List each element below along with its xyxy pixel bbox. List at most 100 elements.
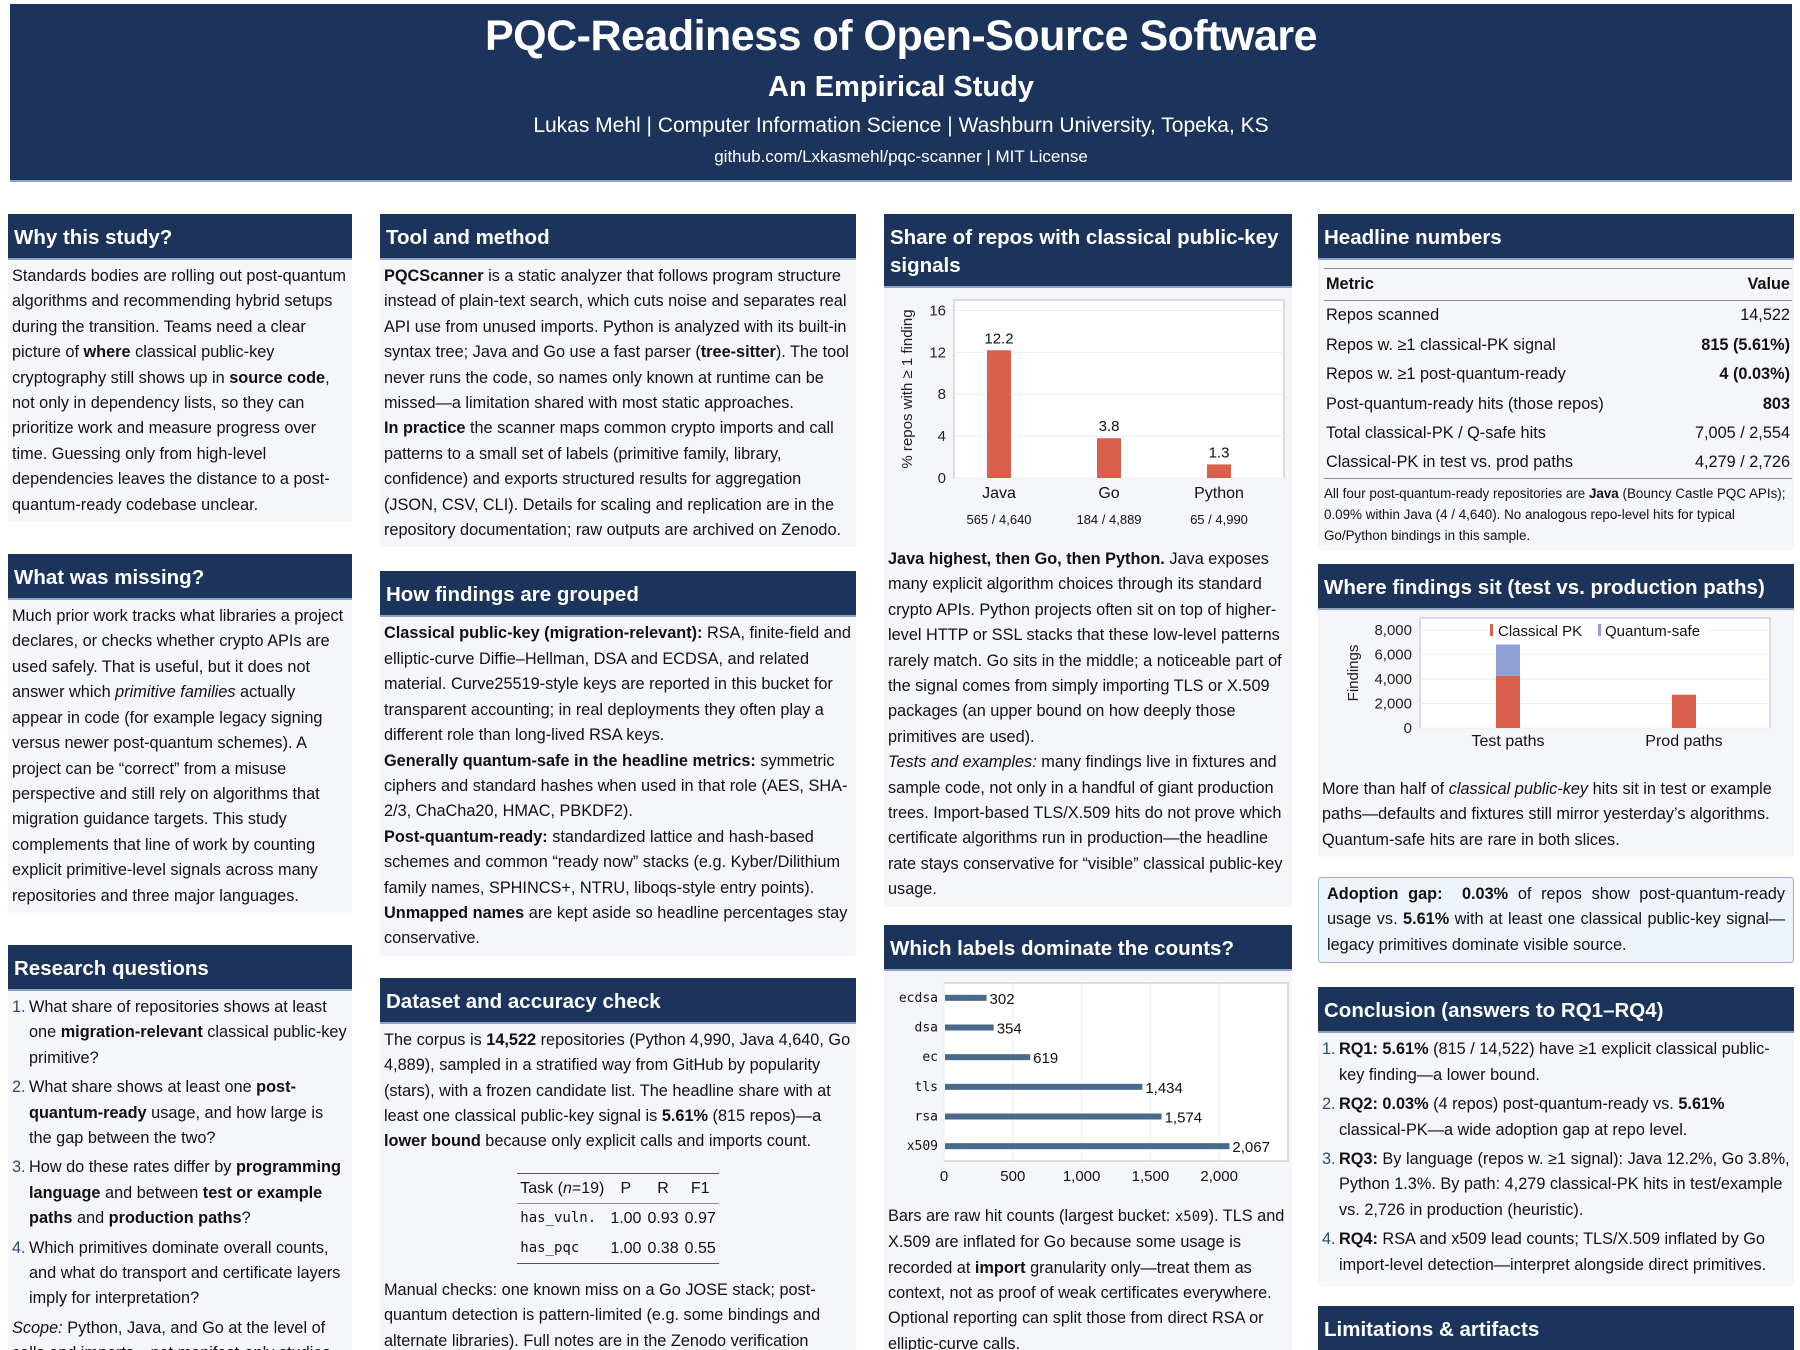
headline-note: All four post-quantum-ready repositories… [1324,485,1786,543]
svg-text:Prod paths: Prod paths [1645,733,1722,750]
rq-list: 1. What share of repositories shows at le… [12,995,348,1312]
table-row: Total classical-PK / Q-safe hits 7,005 / … [1326,424,1790,443]
group-item: Generally quantum-safe in the headline m… [384,751,848,821]
list-item: 3. How do these rates differ by programmi… [12,1158,341,1228]
svg-text:0: 0 [1404,720,1412,737]
svg-text:Findings: Findings [1345,644,1362,701]
table-row: has_vuln. 1.00 0.93 0.97 [520,1210,716,1228]
svg-text:12: 12 [929,344,946,361]
svg-text:x509: x509 [907,1139,938,1154]
svg-text:4: 4 [938,428,946,445]
svg-text:2,000: 2,000 [1200,1168,1238,1185]
table-row: has_pqc 1.00 0.38 0.55 [517,1234,719,1264]
svg-text:Java: Java [982,485,1016,502]
section-title: Where findings sit (test vs. production … [1318,563,1794,610]
svg-text:tls: tls [915,1080,938,1095]
svg-text:500: 500 [1000,1168,1025,1185]
table-row: Repos scanned 14,522 [1326,306,1790,325]
column-3: Share of repos with classical public-key… [884,214,1292,1350]
svg-text:1,500: 1,500 [1132,1168,1170,1185]
section-title: How findings are grouped [380,571,856,618]
svg-text:65 / 4,990: 65 / 4,990 [1190,512,1248,527]
svg-text:2,000: 2,000 [1374,695,1412,712]
list-item: 1. RQ1: 5.61% (815 / 14,522) have ≥1 expl… [1322,1040,1770,1084]
svg-text:1,000: 1,000 [1063,1168,1101,1185]
svg-text:Classical PK: Classical PK [1498,623,1582,640]
list-item: 3. RQ3: By language (repos w. ≥1 signal):… [1322,1149,1790,1219]
list-item: 2. RQ2: 0.03% (4 repos) post-quantum-read… [1322,1095,1725,1139]
svg-text:2,067: 2,067 [1232,1139,1270,1156]
column-2: Tool and method PQCScanner is a static a… [380,214,856,1350]
list-item: 4. Which primitives dominate overall coun… [12,1238,341,1308]
svg-text:dsa: dsa [915,1020,938,1035]
section-title: Limitations & artifacts [1318,1305,1794,1350]
svg-text:3.8: 3.8 [1099,418,1120,435]
section-title: Dataset and accuracy check [380,977,856,1024]
section-tool: Tool and method PQCScanner is a static a… [380,214,856,548]
column-4: Headline numbers Metric Value Repos scan… [1318,214,1794,1350]
section-title: Which labels dominate the counts? [884,924,1292,971]
section-title: What was missing? [8,554,352,601]
share-bar-chart: 0 4 8 12 16 % repos with ≥ 1 finding 12.2 Java 5… [899,299,1285,527]
adoption-gap-callout: Adoption gap: 0.03% of repos show post-q… [1318,877,1794,964]
section-title: Conclusion (answers to RQ1–RQ4) [1318,987,1794,1034]
section-conclusion: Conclusion (answers to RQ1–RQ4) 1. RQ1: 5… [1318,987,1794,1286]
svg-text:ecdsa: ecdsa [899,991,938,1006]
svg-text:Test paths: Test paths [1472,733,1545,750]
poster-title: PQC-Readiness of Open-Source Software [484,12,1318,60]
svg-text:8: 8 [938,386,946,403]
svg-text:0: 0 [940,1168,948,1185]
section-title: Research questions [8,944,352,991]
list-item: 4. RQ4: RSA and x509 lead counts; TLS/X.5… [1322,1230,1767,1274]
section-labels: Which labels dominate the counts? 0 500 1,… [884,924,1292,1350]
column-1: Why this study? Standards bodies are rol… [8,214,352,1350]
list-item: 1. What share of repositories shows at le… [12,997,347,1067]
section-title: Why this study? [8,214,352,260]
svg-text:8,000: 8,000 [1374,622,1412,639]
svg-text:Quantum-safe: Quantum-safe [1605,623,1700,640]
svg-text:6,000: 6,000 [1374,647,1412,664]
svg-text:184 / 4,889: 184 / 4,889 [1076,512,1141,527]
svg-text:rsa: rsa [915,1109,938,1124]
section-headline: Headline numbers Metric Value Repos scan… [1318,214,1794,550]
section-missing: What was missing? Much prior work tracks… [8,554,352,913]
svg-text:1,434: 1,434 [1145,1080,1183,1097]
svg-text:565 / 4,640: 565 / 4,640 [966,512,1031,527]
svg-text:1.3: 1.3 [1209,444,1230,461]
svg-text:ec: ec [922,1050,938,1065]
share-chart: 0 4 8 12 16 % repos with ≥ 1 finding 12.2 Java 5… [884,288,1292,543]
svg-text:Go: Go [1098,485,1119,502]
table-row: Repos w. ≥1 classical-PK signal 815 (5.61… [1326,335,1790,354]
section-share: Share of repos with classical public-key… [884,214,1292,907]
section-where: Where findings sit (test vs. production … [1318,563,1794,858]
group-item: Classical public-key (migration-relevant… [384,624,851,745]
section-title: Tool and method [380,214,856,260]
poster-subtitle: An Empirical Study [768,71,1034,103]
table-row: Classical-PK in test vs. prod paths 4,279… [1324,448,1792,479]
accuracy-table: Task (n=19) P R F1 has_vuln. 1.00 0.93 0… [517,1173,719,1264]
section-research-questions: Research questions 1. What share of repos… [8,944,352,1350]
group-item: Unmapped names are kept aside so headlin… [384,903,848,948]
paths-chart: 0 2,000 4,000 6,000 8,000 Findings Test paths P… [1318,610,1794,765]
section-grouped: How findings are grouped Classical publi… [380,571,856,956]
headline-table: Metric Value Repos scanned 14,522 Repos w.… [1324,267,1792,479]
table-row: Post-quantum-ready hits (those repos) 803 [1326,394,1790,413]
svg-text:12.2: 12.2 [984,330,1013,347]
conclusion-list: 1. RQ1: 5.61% (815 / 14,522) have ≥1 expl… [1322,1037,1790,1278]
group-item: Post-quantum-ready: standardized lattice… [384,827,841,897]
section-title: Share of repos with classical public-key… [884,214,1292,288]
paths-stacked-bar-chart: 0 2,000 4,000 6,000 8,000 Findings Test paths P… [1345,617,1771,750]
poster-header: PQC-Readiness of Open-Source Software An… [10,4,1792,182]
svg-text:0: 0 [938,470,946,487]
repo-link[interactable]: github.com/Lxkasmehl/pqc-scanner | MIT L… [714,147,1088,166]
poster-authors: Lukas Mehl | Computer Information Scienc… [533,114,1269,137]
labels-chart: 0 500 1,000 1,500 2,000 ecdsa 302 dsa 354 ec 619 tl… [884,971,1292,1200]
section-limitations: Limitations & artifacts Static patterns … [1318,1305,1794,1350]
svg-text:1,574: 1,574 [1165,1109,1203,1126]
section-why: Why this study? Standards bodies are rol… [8,214,352,523]
svg-text:% repos with ≥ 1 finding: % repos with ≥ 1 finding [899,309,916,468]
svg-text:4,000: 4,000 [1374,671,1412,688]
labels-bar-chart: 0 500 1,000 1,500 2,000 ecdsa 302 dsa 354 ec 619 tl… [899,982,1289,1185]
svg-text:302: 302 [990,991,1015,1008]
section-dataset: Dataset and accuracy check The corpus is… [380,977,856,1350]
